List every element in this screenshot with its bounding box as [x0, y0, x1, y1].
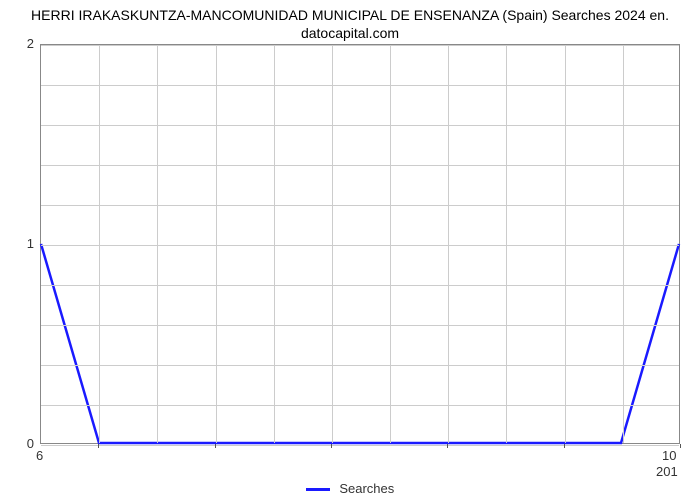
grid-line-v — [216, 45, 217, 443]
x-tick-minor — [98, 444, 99, 448]
grid-line-h-minor — [41, 165, 679, 166]
x-tick-minor — [447, 444, 448, 448]
grid-line-h-major — [41, 245, 679, 246]
x-tick-minor — [331, 444, 332, 448]
x-tick-label: 6 — [36, 448, 43, 463]
line-series — [41, 45, 679, 443]
grid-line-v — [390, 45, 391, 443]
title-line-1: HERRI IRAKASKUNTZA-MANCOMUNIDAD MUNICIPA… — [31, 7, 669, 23]
y-tick-label: 1 — [14, 236, 34, 251]
grid-line-v — [623, 45, 624, 443]
legend-label: Searches — [339, 481, 394, 496]
grid-line-h-minor — [41, 325, 679, 326]
grid-line-h-minor — [41, 205, 679, 206]
grid-line-h-minor — [41, 285, 679, 286]
grid-line-v — [274, 45, 275, 443]
grid-line-v — [332, 45, 333, 443]
y-tick-label: 0 — [14, 436, 34, 451]
grid-line-v — [506, 45, 507, 443]
grid-line-v — [448, 45, 449, 443]
grid-line-v — [157, 45, 158, 443]
x-tick-minor — [680, 444, 681, 448]
grid-line-h-major — [41, 45, 679, 46]
grid-line-v — [565, 45, 566, 443]
title-line-2: datocapital.com — [301, 25, 399, 41]
grid-line-h-major — [41, 445, 679, 446]
x-tick-minor — [215, 444, 216, 448]
series-line — [41, 244, 679, 443]
grid-line-h-minor — [41, 405, 679, 406]
grid-line-h-minor — [41, 365, 679, 366]
plot-area — [40, 44, 680, 444]
x-tick-minor — [564, 444, 565, 448]
grid-line-h-minor — [41, 125, 679, 126]
y-tick-label: 2 — [14, 36, 34, 51]
right-axis-label-top: 10 — [662, 448, 676, 463]
grid-line-h-minor — [41, 85, 679, 86]
grid-line-v — [99, 45, 100, 443]
chart-container: HERRI IRAKASKUNTZA-MANCOMUNIDAD MUNICIPA… — [0, 0, 700, 500]
right-axis-label-bottom: 201 — [656, 464, 678, 479]
chart-title: HERRI IRAKASKUNTZA-MANCOMUNIDAD MUNICIPA… — [0, 6, 700, 42]
legend: Searches — [0, 481, 700, 496]
legend-swatch — [306, 488, 330, 491]
